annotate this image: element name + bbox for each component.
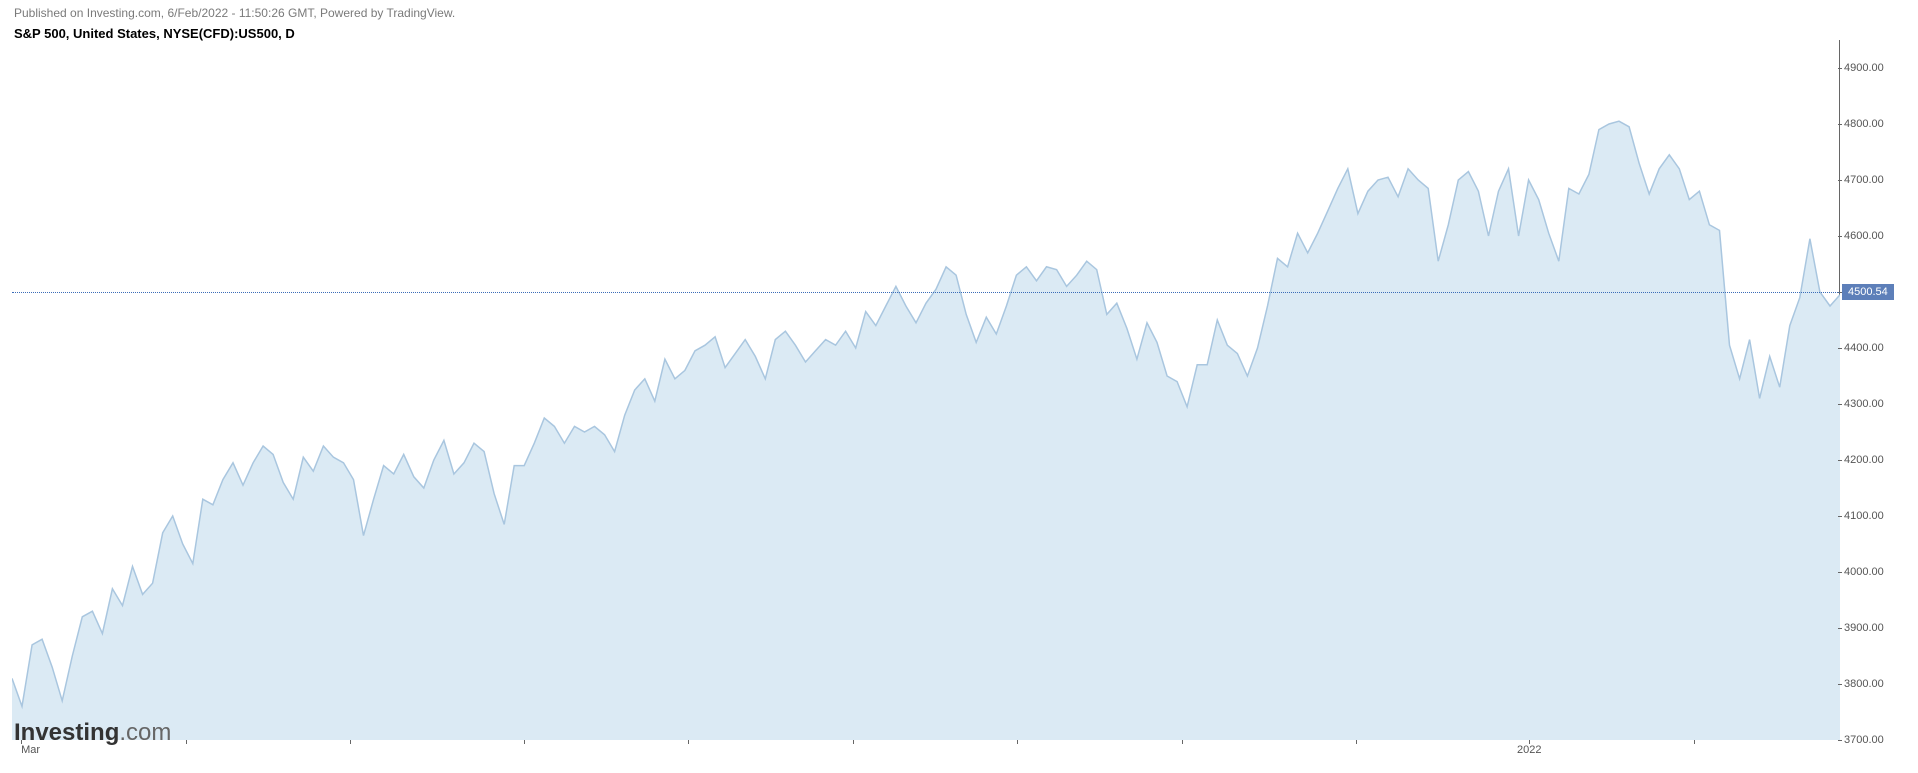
powered-by: Powered by TradingView. [320, 6, 455, 20]
x-tick-mark [186, 740, 187, 744]
y-tick-label: 3800.00 [1844, 678, 1884, 690]
x-tick-mark [853, 740, 854, 744]
chart-container: 4500.54 3700.00 3800.00 3900.00 4000.00 4100… [12, 40, 1906, 760]
published-time: 11:50:26 GMT [239, 6, 313, 20]
x-tick-mark [1017, 740, 1018, 744]
x-tick-mark [688, 740, 689, 744]
y-tick-label: 4100.00 [1844, 510, 1884, 522]
current-price-label: 4500.54 [1842, 284, 1894, 300]
watermark-light: .com [119, 719, 171, 746]
current-price-line [12, 292, 1840, 293]
published-site: Investing.com [87, 6, 161, 20]
x-tick-mark [1356, 740, 1357, 744]
y-tick-label: 4900.00 [1844, 62, 1884, 74]
y-tick-label: 4800.00 [1844, 118, 1884, 130]
y-tick-label: 3700.00 [1844, 734, 1884, 746]
watermark-logo: Investing.com [14, 719, 171, 747]
y-tick-label: 4700.00 [1844, 174, 1884, 186]
x-tick-mark [1694, 740, 1695, 744]
x-tick-mark [524, 740, 525, 744]
plot-area[interactable] [12, 40, 1840, 740]
x-tick-label: 2022 [1517, 744, 1541, 756]
x-axis: Mar2022 [12, 742, 1840, 760]
y-tick-label: 4600.00 [1844, 230, 1884, 242]
y-tick-label: 4200.00 [1844, 454, 1884, 466]
y-tick-label: 3900.00 [1844, 622, 1884, 634]
x-tick-mark [350, 740, 351, 744]
published-prefix: Published on [14, 6, 87, 20]
area-chart-svg [12, 40, 1840, 740]
published-date: 6/Feb/2022 [167, 6, 228, 20]
publish-header: Published on Investing.com, 6/Feb/2022 -… [14, 6, 455, 20]
x-tick-mark [1182, 740, 1183, 744]
y-axis: 3700.003800.003900.004000.004100.004200.… [1844, 40, 1906, 740]
y-tick-label: 4400.00 [1844, 342, 1884, 354]
y-tick-label: 4300.00 [1844, 398, 1884, 410]
y-tick-label: 4000.00 [1844, 566, 1884, 578]
watermark-bold: Investing [14, 719, 119, 746]
chart-title: S&P 500, United States, NYSE(CFD):US500,… [14, 26, 295, 41]
